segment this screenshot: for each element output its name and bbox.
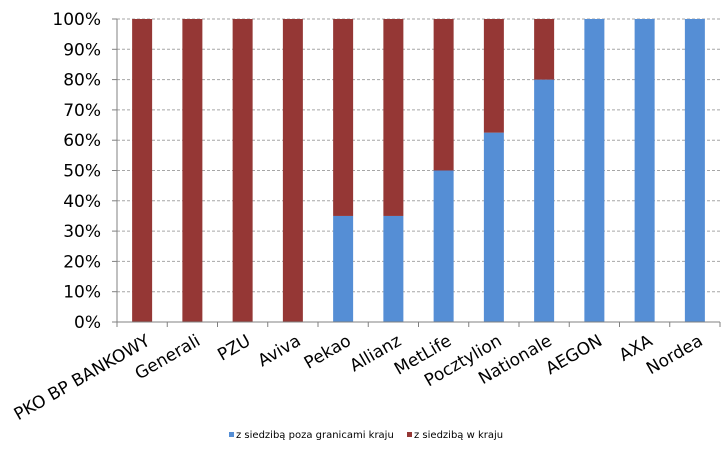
bar-segment-series-2: [182, 19, 203, 322]
bar-segment-series-1: [433, 170, 454, 322]
legend-label: z siedzibą poza granicami kraju: [236, 430, 394, 441]
bar-segment-series-2: [333, 19, 354, 216]
y-tick-label: 70%: [63, 101, 101, 121]
bar-segment-series-2: [132, 19, 153, 322]
category-label: Aviva: [255, 331, 305, 371]
y-tick-label: 20%: [63, 252, 101, 272]
y-tick-label: 50%: [63, 162, 101, 182]
bar-segment-series-1: [333, 215, 354, 322]
bar-segment-series-2: [534, 19, 555, 80]
y-tick-label: 0%: [74, 313, 101, 333]
bar-segment-series-1: [584, 19, 605, 322]
bars: [132, 19, 705, 322]
y-tick-label: 80%: [63, 71, 101, 91]
gridlines: [117, 18, 720, 293]
category-label: Pekao: [301, 331, 355, 374]
legend-swatch: [229, 432, 234, 437]
category-label: AEGON: [542, 331, 605, 379]
bar-segment-series-2: [483, 19, 504, 133]
bar-segment-series-2: [232, 19, 253, 322]
category-label: PZU: [214, 331, 254, 365]
category-label: PKO BP BANKOWY: [11, 331, 154, 425]
y-tick-label: 40%: [63, 192, 101, 212]
legend-label: z siedzibą w kraju: [414, 430, 503, 441]
y-tick-label: 100%: [52, 10, 101, 30]
bar-segment-series-1: [483, 132, 504, 322]
bar-segment-series-1: [534, 79, 555, 322]
legend-swatch: [407, 432, 412, 437]
axes: [112, 18, 721, 327]
y-tick-labels: 0% 10% 20% 30% 40% 50% 60% 70% 80% 90% 100%: [52, 10, 101, 333]
bar-segment-series-2: [383, 19, 404, 216]
y-tick-label: 10%: [63, 283, 101, 303]
category-label: Nordea: [643, 331, 706, 379]
y-tick-label: 90%: [63, 40, 101, 60]
bar-segment-series-1: [383, 215, 404, 322]
legend: z siedzibą poza granicami kraju z siedzib…: [229, 430, 503, 441]
y-tick-label: 30%: [63, 222, 101, 242]
bar-segment-series-2: [282, 19, 303, 322]
bar-segment-series-2: [433, 19, 454, 171]
y-tick-label: 60%: [63, 131, 101, 151]
bar-segment-series-1: [684, 19, 705, 322]
bar-segment-series-1: [634, 19, 655, 322]
